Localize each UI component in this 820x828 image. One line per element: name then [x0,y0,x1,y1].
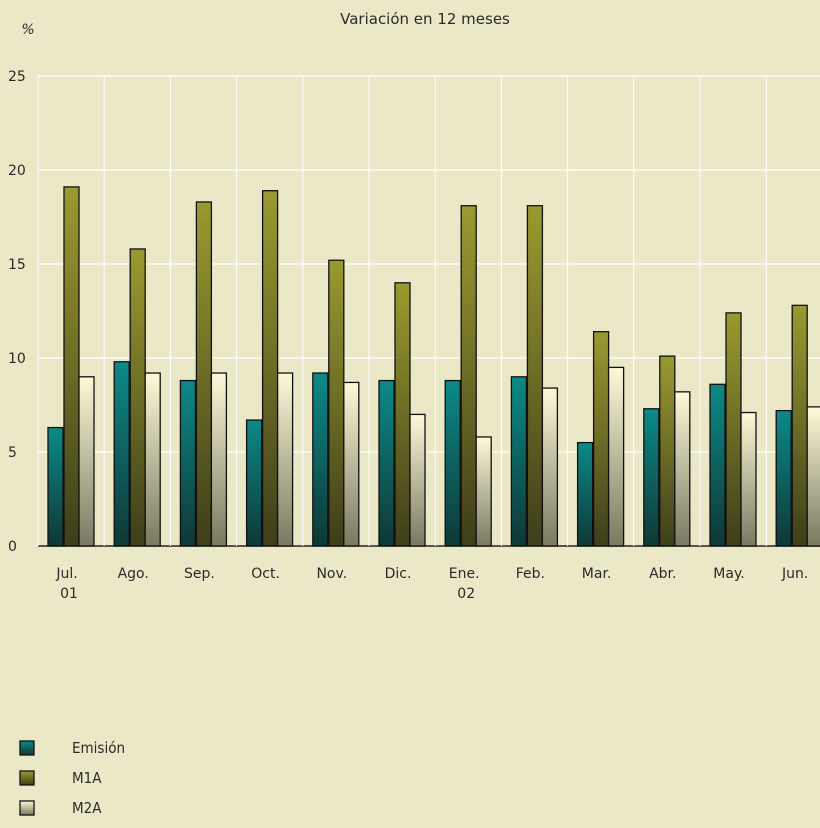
x-tick-label: Jul. [55,566,77,582]
bar [592,331,610,547]
bar [261,190,279,547]
x-tick-label: May. [713,566,744,582]
y-tick-label: 10 [8,351,26,367]
legend-label: Emisión [72,739,125,757]
bar [775,409,792,547]
bar [607,366,625,547]
bar [378,379,395,547]
bar [475,436,492,547]
bars [47,186,820,547]
bar [510,376,528,547]
bar [129,248,146,547]
bar [409,413,426,547]
x-tick-label: Sep. [184,566,215,582]
chart-title: Variación en 12 meses [340,10,510,28]
x-tick-label: Dic. [385,566,412,582]
y-tick-label: 20 [8,163,26,179]
x-tick-label: Ene. [449,566,480,582]
y-axis-label: % [21,22,34,38]
bar [444,379,461,547]
legend-label: M1A [72,769,102,787]
bar [394,282,411,547]
x-tick-label: Jun. [781,566,808,582]
x-tick-sublabel: 01 [60,586,78,602]
bar [806,406,820,547]
bar [541,387,559,547]
bar [78,376,95,547]
bar [245,419,263,547]
bar [63,186,80,547]
grid-lines [37,75,820,547]
legend-swatch [19,800,35,816]
bar [791,304,808,547]
bar [709,383,726,547]
x-tick-label: Mar. [582,566,612,582]
x-tick-label: Ago. [118,566,149,582]
bar [276,372,294,547]
y-tick-label: 5 [8,445,17,461]
legend-label: M2A [72,799,102,817]
y-tick-label: 15 [8,257,26,273]
y-tick-label: 25 [8,69,26,85]
x-tick-sublabel: 02 [457,586,475,602]
bar [725,312,742,547]
bar [144,372,161,547]
bar [576,441,594,547]
legend: Emisión M1A M2A [19,739,125,817]
bar [674,391,691,547]
bar [47,426,64,547]
x-tick-label: Nov. [316,566,347,582]
bar [740,411,757,547]
legend-swatch [19,770,35,786]
bar [195,201,213,547]
y-tick-label: 0 [8,539,17,555]
x-tick-labels: Jul. 01 Ago. Sep. Oct. Nov. Dic. Ene. 02 Feb. Mar.… [55,566,808,602]
bar [659,355,676,547]
bar [179,379,197,547]
bar [460,205,477,547]
x-tick-label: Abr. [649,566,676,582]
bar [312,372,329,547]
bar [643,408,660,547]
bar [113,361,130,547]
x-tick-label: Feb. [516,566,545,582]
bar [210,372,228,547]
legend-swatch [19,740,35,756]
x-tick-label: Oct. [251,566,280,582]
y-tick-labels: 0 5 10 15 20 25 [8,69,26,555]
bar [328,259,345,547]
bar [343,381,360,547]
bar [526,205,544,547]
